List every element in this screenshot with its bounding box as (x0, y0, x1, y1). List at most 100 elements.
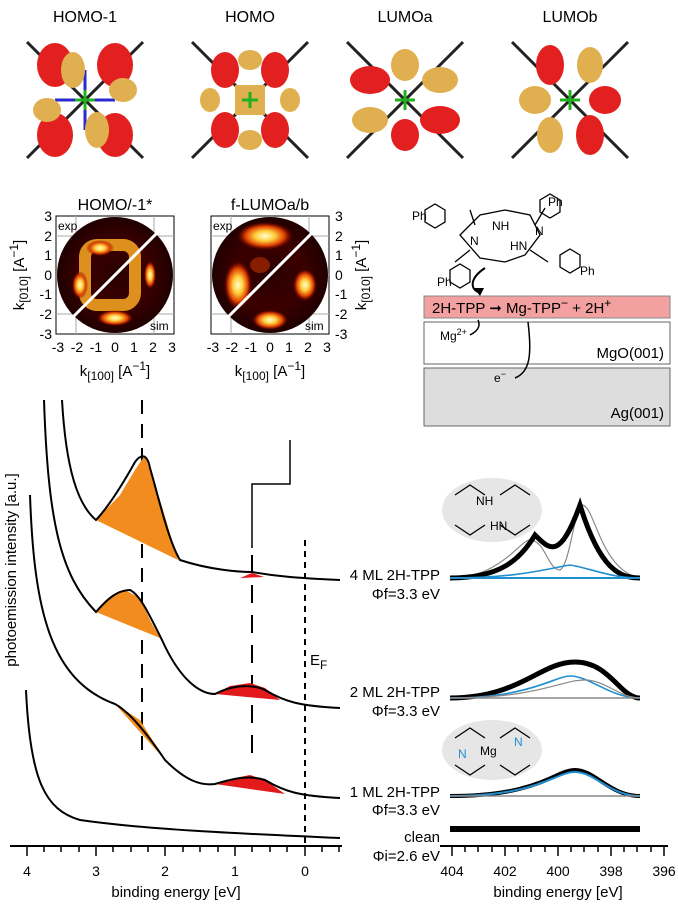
map-right-ytick: -2 (335, 306, 348, 322)
ups-ylabel: photoemission intensity [a.u.] (3, 473, 20, 666)
ag-layer (423, 367, 671, 427)
map-lumo-exp-label: exp (213, 219, 233, 233)
map-left-ytick: -1 (40, 286, 53, 302)
map-left-xtick: 0 (111, 339, 119, 355)
map-left-ytick: 2 (44, 228, 52, 244)
orbital-title-homo: HOMO (225, 9, 275, 26)
map-left-ytick: 0 (44, 267, 52, 283)
map-right-xtick: 0 (266, 339, 274, 355)
trace-4ml (61, 399, 341, 581)
xps-clean (450, 826, 640, 832)
map-right-yticks: 3 2 1 0 -1 -2 -3 (335, 208, 348, 342)
ups-xtick: 3 (92, 863, 100, 879)
inset-mg-label: Mg (480, 744, 497, 758)
map-left-xtick: -2 (71, 339, 84, 355)
ups-xtick: 1 (231, 863, 239, 879)
orbital-lumoa (345, 40, 465, 160)
map-right-xticks: -3 -2 -1 0 1 2 3 (207, 339, 331, 355)
map-left-xtick: 1 (130, 339, 138, 355)
momentum-map-lumo: exp sim (210, 215, 330, 335)
map-right-ytick: -1 (335, 286, 348, 302)
xps-xtick: 396 (652, 863, 676, 879)
map-right-xtick: -1 (245, 339, 258, 355)
map-left-xtick: -3 (52, 339, 65, 355)
ph-label: Ph (580, 264, 595, 278)
inset-n-label: N (514, 735, 523, 749)
lumo-peak-4ml (240, 573, 264, 578)
n-label: N (535, 224, 544, 238)
ups-spectra: 4 3 2 1 0 binding energy [eV] photoemiss… (3, 399, 440, 901)
trace-phi-1ml: Φf=3.3 eV (372, 802, 440, 819)
map-left-xtick: 3 (168, 339, 176, 355)
tpp-molecule-labels: Ph Ph Ph Ph NH HN N N (412, 195, 595, 289)
ups-xtick: 4 (23, 863, 31, 879)
map-title-homo: HOMO/-1* (78, 197, 153, 214)
map-right-xtick: 2 (304, 339, 312, 355)
map-right-ytick: -3 (335, 326, 348, 342)
hn-label: HN (510, 239, 527, 253)
trace-phi-2ml: Φf=3.3 eV (372, 703, 440, 720)
inset-n-label: N (458, 747, 467, 761)
map-left-ylabel: k[010] [A−1] (7, 240, 31, 310)
map-right-ytick: 1 (335, 247, 343, 263)
ups-xtick: 2 (161, 863, 169, 879)
map-homo-sim-label: sim (150, 319, 169, 333)
ph-label: Ph (437, 275, 452, 289)
map-right-ytick: 3 (335, 208, 343, 224)
mg-ion-label: Mg2+ (440, 327, 467, 343)
mgo-label: MgO(001) (596, 345, 664, 362)
xps-4ml (449, 497, 641, 581)
map-right-xtick: -2 (226, 339, 239, 355)
xps-2ml (449, 659, 641, 701)
electron-arrow-icon (514, 321, 531, 379)
map-left-yticks: 3 2 1 0 -1 -2 -3 (40, 208, 53, 342)
map-left-xtick: 2 (149, 339, 157, 355)
map-right-xlabel: k[100] [A−1] (235, 359, 305, 383)
ups-xtick: 0 (301, 863, 309, 879)
map-left-ytick: 3 (44, 208, 52, 224)
orbital-homo-1 (25, 40, 145, 160)
fermi-label: EF (310, 652, 327, 672)
xps-xtick: 404 (440, 863, 464, 879)
trace-label-clean: clean (404, 829, 440, 846)
trace-label-2ml: 2 ML 2H-TPP (350, 684, 440, 701)
momentum-map-homo: exp sim (55, 215, 175, 335)
trace-label-1ml: 1 ML 2H-TPP (350, 784, 440, 801)
map-title-lumo: f-LUMOa/b (231, 197, 309, 214)
electron-label: e− (494, 369, 506, 385)
inset-nh-label: NH (476, 494, 493, 508)
trace-phi-clean: Φi=2.6 eV (373, 848, 440, 865)
map-homo-exp-label: exp (58, 219, 78, 233)
ph-label: Ph (412, 209, 427, 223)
map-right-xtick: -3 (207, 339, 220, 355)
nh-label: NH (492, 219, 509, 233)
ag-label: Ag(001) (611, 405, 664, 422)
orbital-title-lumob: LUMOb (542, 9, 597, 26)
orbital-title-lumoa: LUMOa (377, 9, 432, 26)
reaction-layer (423, 295, 671, 319)
ups-xticks (26, 846, 340, 856)
xps-1ml (449, 767, 641, 798)
map-left-ytick: -3 (40, 326, 53, 342)
orbital-homo (190, 40, 310, 160)
xps-xlabel: binding energy [eV] (493, 884, 622, 901)
homo-peak-2ml (96, 590, 160, 638)
xps-xtick: 402 (493, 863, 517, 879)
tpp-molecule-sketch (424, 193, 581, 289)
inset-2h-tpp (442, 478, 542, 542)
mg-arrow-icon (469, 319, 480, 336)
map-left-xlabel: k[100] [A−1] (80, 359, 150, 383)
xps-xtick: 400 (546, 863, 570, 879)
inset-mg-tpp (442, 720, 542, 780)
trace-phi-4ml: Φf=3.3 eV (372, 586, 440, 603)
lumo-connector-line (251, 440, 291, 548)
map-right-xtick: 1 (285, 339, 293, 355)
map-lumo-sim-label: sim (305, 319, 324, 333)
trace-2ml (43, 399, 341, 709)
ph-label: Ph (548, 195, 563, 209)
n-label: N (470, 234, 479, 248)
xps-spectra: 404 402 400 398 396 binding energy [eV] … (440, 478, 676, 901)
arrow-head-icon (474, 288, 484, 296)
map-right-ylabel: k[010] [A−1] (349, 240, 373, 310)
